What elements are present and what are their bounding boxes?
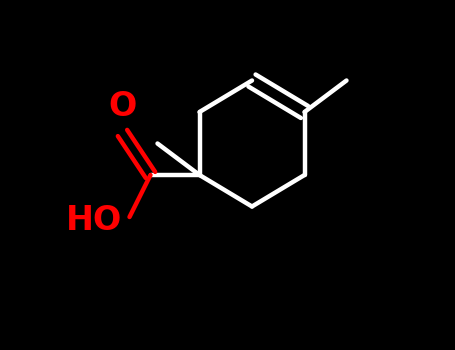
Text: O: O [108,90,136,122]
Text: HO: HO [66,204,122,237]
